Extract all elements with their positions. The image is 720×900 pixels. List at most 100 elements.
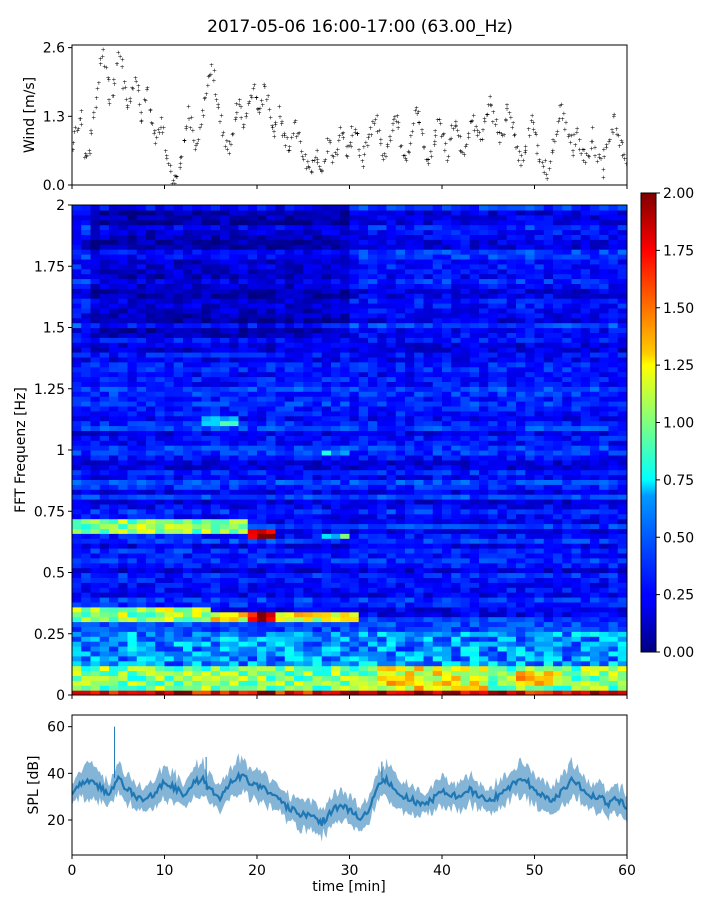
spectrogram-cell	[349, 548, 360, 554]
spectrogram-cell	[210, 288, 221, 294]
spectrogram-cell	[146, 479, 156, 485]
spectrogram-cell	[146, 435, 156, 441]
spectrogram-cell	[173, 205, 184, 211]
spectrogram-cell	[229, 352, 240, 358]
spectrogram-cell	[368, 254, 378, 260]
wind-point: +	[535, 151, 540, 158]
spectrogram-cell	[395, 410, 406, 417]
spectrogram-cell	[81, 229, 92, 235]
spectrogram-cell	[294, 641, 304, 647]
spectrogram-cell	[229, 616, 240, 623]
wind-point: +	[373, 116, 378, 123]
spectrogram-cell	[173, 391, 184, 397]
spectrogram-cell	[312, 494, 323, 500]
wind-point: +	[474, 123, 479, 130]
wind-point: +	[460, 150, 465, 157]
spectrogram-cell	[183, 415, 193, 422]
spectrogram-cell	[321, 469, 332, 476]
spectrogram-cell	[294, 288, 304, 294]
spectrogram-cell	[109, 249, 119, 255]
spectrogram-cell	[238, 528, 249, 534]
wind-point: +	[632, 120, 637, 127]
spectrogram-cell	[229, 479, 240, 485]
wind-point: +	[653, 111, 658, 118]
spectrogram-cell	[349, 572, 360, 578]
spectrogram-cell	[118, 298, 129, 304]
spectrogram-cell	[146, 371, 156, 378]
spectrogram-cell	[155, 381, 166, 387]
spectrogram-cell	[266, 278, 277, 284]
spectrogram-cell	[72, 641, 82, 647]
spectrogram-cell	[321, 489, 332, 495]
wind-point: +	[227, 151, 232, 158]
spectrogram-cell	[275, 273, 286, 280]
spectrogram-cell	[284, 606, 295, 613]
spectrogram-cell	[81, 523, 92, 529]
spectrogram-cell	[377, 562, 388, 569]
spectrogram-cell	[368, 538, 378, 544]
spectrogram-cell	[368, 347, 378, 353]
spectrogram-cell	[164, 601, 175, 608]
spectrogram-cell	[183, 234, 193, 240]
spectrogram-cell	[275, 503, 286, 510]
spectrogram-cell	[331, 670, 341, 676]
spectrogram-cell	[192, 508, 203, 515]
spectrogram-cell	[284, 660, 295, 667]
spectrogram-cell	[368, 219, 378, 226]
spectrogram-cell	[312, 548, 323, 554]
spectrogram-cell	[127, 680, 138, 686]
spectrogram-cell	[183, 650, 193, 657]
spectrogram-cell	[238, 347, 249, 353]
spectrogram-cell	[340, 263, 351, 270]
spectrogram-cell	[284, 401, 295, 407]
spectrogram-cell	[312, 288, 323, 294]
spectrogram-cell	[284, 322, 295, 329]
spectrogram-cell	[136, 616, 147, 623]
spectrogram-cell	[173, 366, 184, 373]
wind-point: +	[463, 143, 468, 150]
spectrogram-cell	[72, 322, 82, 329]
spectrogram-cell	[395, 459, 406, 466]
spectrogram-cell	[164, 224, 175, 231]
spectrogram-cell	[331, 548, 341, 554]
spectrogram-cell	[192, 631, 203, 637]
spectrogram-cell	[266, 548, 277, 554]
wind-point: +	[136, 87, 141, 94]
spectrogram-cell	[127, 445, 138, 451]
spectrogram-cell	[294, 459, 304, 466]
spectrogram-cell	[331, 278, 341, 284]
spectrogram-cell	[173, 322, 184, 329]
spectrogram-cell	[349, 685, 360, 691]
spectrogram-cell	[358, 518, 369, 525]
spectrogram-cell	[220, 582, 230, 588]
spectrogram-cell	[155, 675, 166, 681]
spectrogram-cell	[294, 650, 304, 657]
spectrogram-cell	[414, 249, 425, 255]
spectrogram-cell	[257, 401, 267, 407]
spectrogram-cell	[284, 337, 295, 343]
spectrogram-cell	[183, 288, 193, 294]
spectrogram-cell	[266, 244, 277, 250]
spectrogram-cell	[303, 278, 314, 284]
wind-point: +	[619, 138, 624, 145]
spectrogram-cell	[340, 548, 351, 554]
wind-point: +	[715, 128, 720, 135]
spectrogram-cell	[173, 543, 184, 549]
spectrogram-cell	[173, 224, 184, 231]
spectrogram-cell	[173, 655, 184, 662]
wind-point: +	[249, 95, 254, 102]
spectrogram-cell	[386, 484, 397, 490]
spectrogram-cell	[395, 288, 406, 294]
spectrogram-cell	[136, 303, 147, 309]
wind-point: +	[323, 157, 328, 164]
spectrogram-cell	[358, 577, 369, 583]
wind-point: +	[485, 112, 490, 119]
wind-point: +	[84, 152, 89, 159]
spectrogram-cell	[294, 655, 304, 662]
spectrogram-cell	[266, 298, 277, 304]
wind-point: +	[581, 158, 586, 165]
spectrogram-cell	[395, 675, 406, 681]
spectrogram-cell	[368, 244, 378, 250]
wind-point: +	[620, 153, 625, 160]
spectrogram-cell	[386, 631, 397, 637]
